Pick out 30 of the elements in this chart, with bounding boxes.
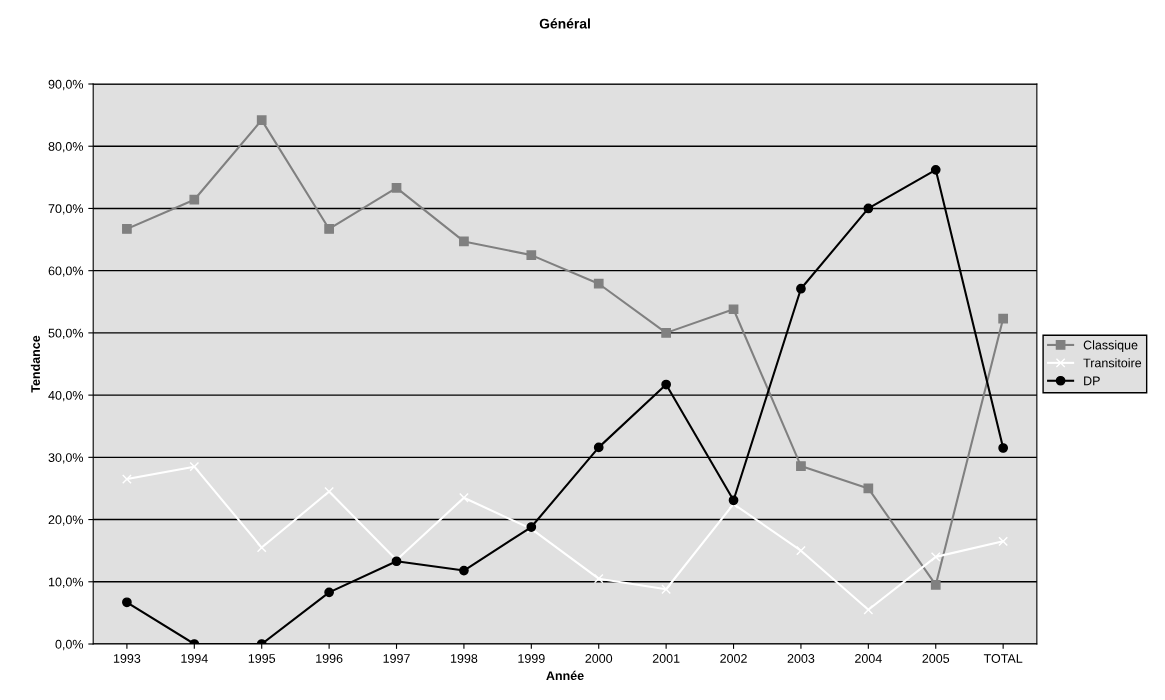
y-tick-label: 60,0% xyxy=(48,266,84,277)
legend-label: Transitoire xyxy=(1083,358,1142,368)
y-tick-label: 10,0% xyxy=(48,577,84,588)
x-tick-label: 1997 xyxy=(383,654,410,663)
y-tick-label: 70,0% xyxy=(48,204,84,215)
y-tick-label: 40,0% xyxy=(48,390,84,402)
x-tick-label: 1993 xyxy=(113,654,141,663)
y-tick-label: 30,0% xyxy=(48,453,84,464)
x-tick-label: 2004 xyxy=(855,654,882,663)
y-tick-label: 50,0% xyxy=(48,328,84,340)
x-tick-label: 1995 xyxy=(248,654,276,663)
x-tick-label: 1999 xyxy=(518,654,545,663)
y-tick-label: 0,0% xyxy=(55,639,84,651)
x-tick-label: 2001 xyxy=(652,654,680,663)
chart-title: Général xyxy=(539,18,590,29)
x-tick-label: TOTAL xyxy=(983,654,1023,663)
y-tick-label: 90,0% xyxy=(48,79,84,91)
x-tick-label: 2000 xyxy=(585,654,613,663)
x-tick-label: 2002 xyxy=(720,654,747,663)
legend-label: DP xyxy=(1084,376,1100,386)
x-tick-label: 1994 xyxy=(181,654,208,663)
y-axis-title: Tendance xyxy=(30,335,41,393)
x-axis-title: Année xyxy=(546,670,584,681)
y-tick-label: 20,0% xyxy=(48,515,84,526)
x-tick-label: 1996 xyxy=(316,654,343,663)
legend-label: Classique xyxy=(1083,340,1138,352)
x-tick-label: 1998 xyxy=(450,654,478,663)
x-tick-label: 2003 xyxy=(787,654,815,663)
y-tick-label: 80,0% xyxy=(48,142,84,153)
x-tick-label: 2005 xyxy=(922,654,950,663)
